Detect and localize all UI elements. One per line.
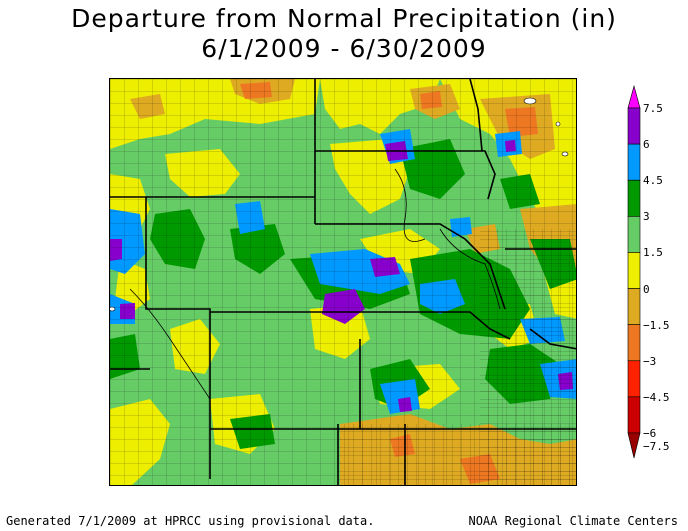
legend-label: 6 [643,138,650,152]
legend-swatch [627,396,641,434]
lakes [110,97,569,312]
legend-label: 7.5 [643,102,663,115]
legend-swatch [627,107,641,145]
legend-label: 4.5 [643,174,663,188]
legend-swatch [627,324,641,362]
legend-label: 1.5 [643,246,663,260]
legend-swatch [627,360,641,398]
legend-swatch [627,216,641,253]
legend-label: −1.5 [643,318,670,332]
legend-swatch [627,143,641,181]
date-range-subtitle: 6/1/2009 - 6/30/2009 [201,34,487,63]
legend-swatch [627,179,641,217]
state-boundaries [110,79,576,485]
credit-text: NOAA Regional Climate Centers [468,514,678,528]
legend-label: −4.5 [643,390,670,404]
generated-note: Generated 7/1/2009 at HPRCC using provis… [6,514,375,528]
county-grid-dense-south [338,424,576,485]
map-title: Departure from Normal Precipitation (in) [71,4,617,33]
legend-label: 3 [643,210,650,224]
legend-swatch-bottom-arrow [627,432,641,459]
legend-label: −6 [643,427,657,440]
color-legend: 7.5 6 4.5 3 1.5 0 −1.5 −3 −4.5 −6 −7.5 [620,78,688,468]
legend-swatch-top-arrow [627,84,641,109]
legend-colorbar [627,84,641,459]
legend-label: −7.5 [643,440,670,453]
legend-swatch [627,252,641,289]
legend-label: 0 [643,282,650,296]
legend-label: −3 [643,354,657,368]
precipitation-map [109,78,577,486]
legend-swatch [627,288,641,325]
map-svg [110,79,576,485]
rivers [129,168,501,400]
